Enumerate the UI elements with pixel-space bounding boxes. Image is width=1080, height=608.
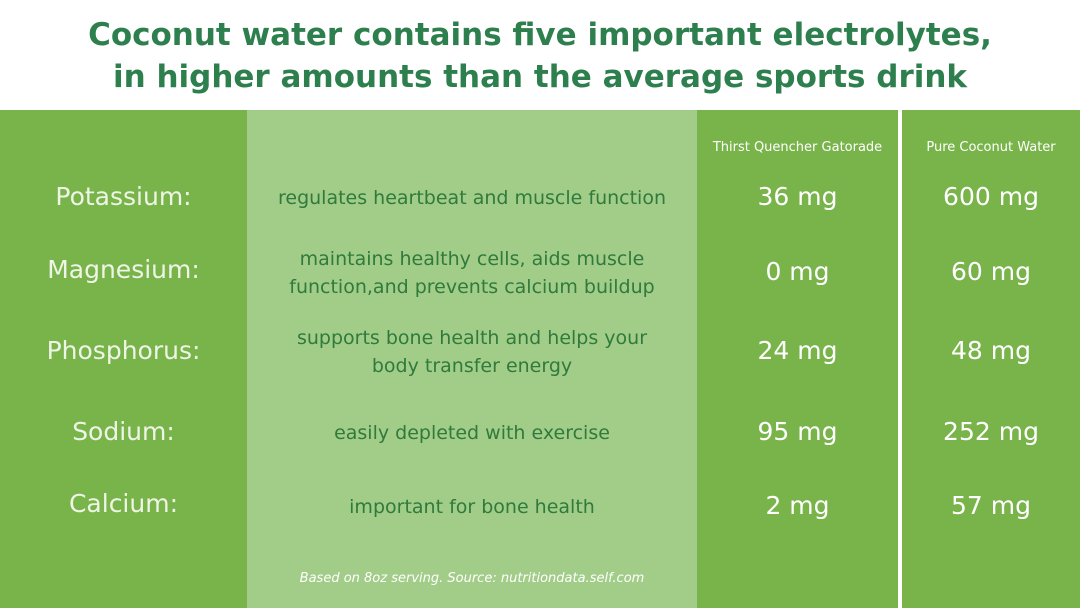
coconut-value: 57 mg: [951, 491, 1031, 520]
coconut-column: [902, 110, 1080, 608]
title: Coconut water contains five important el…: [0, 14, 1080, 98]
coconut-value: 600 mg: [943, 182, 1039, 211]
gatorade-value: 36 mg: [757, 182, 838, 211]
gatorade-value: 95 mg: [757, 417, 838, 446]
row-label: Potassium:: [55, 182, 192, 211]
gatorade-column: [697, 110, 898, 608]
row-label: Calcium:: [68, 489, 179, 518]
row-label: Magnesium:: [47, 255, 200, 284]
description-line: supports bone health and helps your: [296, 327, 648, 349]
footnote: Based on 8oz serving. Source: nutritiond…: [299, 571, 645, 586]
row-description: easily depleted with exercise: [247, 419, 697, 447]
coconut-value: 48 mg: [951, 336, 1031, 365]
row-label: Sodium:: [72, 417, 175, 446]
row-label: Phosphorus:: [46, 336, 201, 365]
title-line: Coconut water contains five important el…: [88, 17, 992, 53]
name-column: [0, 110, 247, 608]
row-description: regulates heartbeat and muscle function: [247, 184, 697, 212]
title-line: in higher amounts than the average sport…: [112, 59, 968, 95]
gatorade-value: 2 mg: [765, 491, 830, 520]
column-header: Thirst Quencher Gatorade: [712, 140, 883, 155]
description-line: easily depleted with exercise: [334, 422, 610, 444]
column-header: Pure Coconut Water: [926, 140, 1056, 155]
row-description: supports bone health and helps your body …: [247, 324, 697, 380]
row-description: maintains healthy cells, aids muscle func…: [247, 245, 697, 301]
gatorade-value: 24 mg: [757, 336, 838, 365]
column-separator: [898, 110, 902, 608]
description-line: maintains healthy cells, aids muscle: [299, 248, 645, 270]
description-column: [247, 110, 697, 608]
row-description: important for bone health: [247, 493, 697, 521]
description-line: function,and prevents calcium buildup: [289, 276, 655, 298]
coconut-value: 60 mg: [951, 257, 1031, 286]
gatorade-value: 0 mg: [765, 257, 830, 286]
coconut-value: 252 mg: [943, 417, 1039, 446]
description-line: body transfer energy: [371, 355, 573, 377]
description-line: important for bone health: [349, 496, 595, 518]
description-line: regulates heartbeat and muscle function: [277, 187, 666, 209]
